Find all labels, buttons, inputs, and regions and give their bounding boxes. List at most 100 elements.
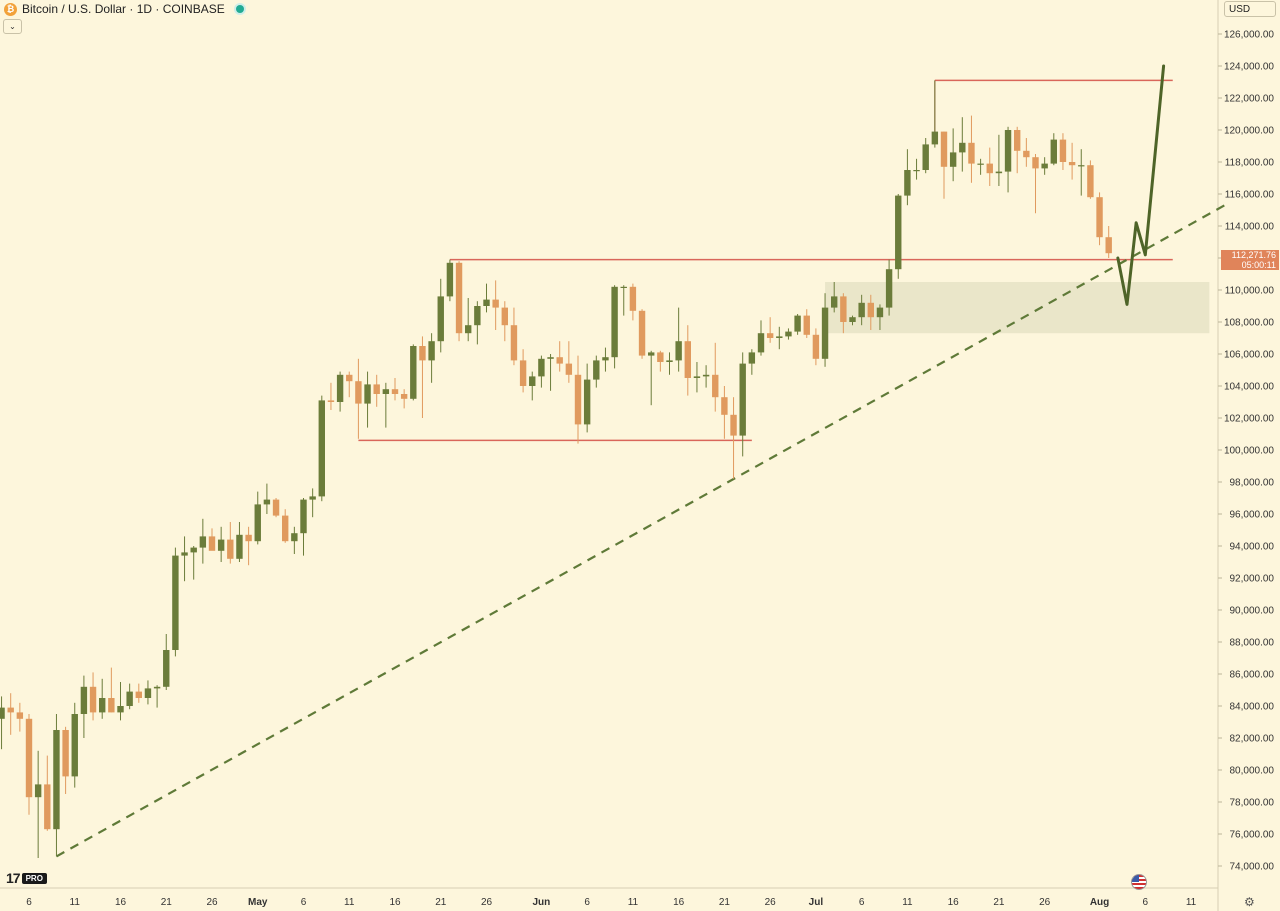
candle[interactable]	[510, 307, 518, 366]
candle[interactable]	[300, 498, 307, 556]
candle[interactable]	[556, 341, 563, 372]
tradingview-logo[interactable]: 17 PRO	[6, 870, 47, 886]
candle[interactable]	[272, 498, 280, 518]
candle[interactable]	[25, 714, 33, 815]
candle[interactable]	[949, 128, 957, 182]
candle[interactable]	[437, 278, 444, 353]
candle[interactable]	[71, 702, 78, 788]
candle[interactable]	[721, 386, 728, 439]
candle[interactable]	[867, 294, 874, 330]
candle[interactable]	[99, 678, 106, 719]
candle[interactable]	[858, 294, 865, 326]
candle[interactable]	[748, 349, 756, 375]
candle[interactable]	[501, 301, 508, 342]
candle[interactable]	[657, 350, 664, 372]
candle[interactable]	[840, 293, 847, 334]
candle[interactable]	[803, 309, 810, 338]
candle[interactable]	[135, 683, 142, 703]
candle[interactable]	[1059, 133, 1067, 170]
candle[interactable]	[34, 750, 42, 858]
candle[interactable]	[1105, 226, 1112, 258]
candle[interactable]	[227, 522, 234, 564]
candle[interactable]	[80, 675, 88, 738]
candle[interactable]	[89, 672, 97, 721]
currency-button[interactable]: USD	[1224, 1, 1276, 17]
candle[interactable]	[922, 138, 929, 174]
candle[interactable]	[318, 395, 325, 502]
candle[interactable]	[693, 362, 701, 393]
candle[interactable]	[190, 546, 197, 580]
candle[interactable]	[547, 354, 554, 391]
candle[interactable]	[995, 134, 1003, 186]
candle[interactable]	[44, 755, 51, 831]
candle[interactable]	[904, 149, 911, 206]
candle[interactable]	[474, 301, 481, 345]
collapse-legend-button[interactable]: ⌄	[3, 19, 22, 34]
candle[interactable]	[986, 147, 993, 186]
candle[interactable]	[410, 344, 417, 401]
candle[interactable]	[364, 371, 371, 428]
candle[interactable]	[108, 667, 115, 713]
candle[interactable]	[931, 80, 939, 148]
candle[interactable]	[666, 352, 673, 375]
candle[interactable]	[565, 341, 573, 383]
candle[interactable]	[794, 314, 801, 335]
candle[interactable]	[739, 352, 746, 457]
candle[interactable]	[492, 280, 499, 330]
candle[interactable]	[757, 320, 765, 356]
candle[interactable]	[0, 696, 5, 750]
candle[interactable]	[291, 526, 298, 554]
candle[interactable]	[529, 371, 536, 401]
candle[interactable]	[730, 397, 737, 479]
candle[interactable]	[181, 536, 188, 582]
candle[interactable]	[1068, 142, 1076, 180]
candle[interactable]	[336, 371, 344, 412]
candle[interactable]	[126, 683, 133, 710]
candle[interactable]	[217, 526, 225, 562]
candle[interactable]	[53, 714, 60, 857]
candle[interactable]	[1087, 160, 1094, 199]
candle[interactable]	[355, 358, 362, 439]
candle[interactable]	[382, 382, 390, 428]
candle[interactable]	[648, 350, 655, 406]
candle[interactable]	[876, 304, 884, 330]
candle[interactable]	[620, 285, 627, 316]
candle[interactable]	[117, 682, 124, 721]
candle[interactable]	[236, 522, 243, 562]
candle[interactable]	[400, 389, 408, 409]
candle[interactable]	[638, 309, 646, 359]
candle[interactable]	[821, 293, 829, 367]
candle[interactable]	[465, 298, 472, 342]
candle[interactable]	[391, 378, 399, 401]
candle[interactable]	[611, 285, 618, 369]
candle[interactable]	[675, 307, 682, 372]
plot-area[interactable]	[0, 0, 1218, 888]
candle[interactable]	[583, 363, 591, 433]
candle[interactable]	[831, 282, 838, 313]
candle[interactable]	[1023, 138, 1030, 167]
candle[interactable]	[959, 117, 966, 172]
candle[interactable]	[1096, 192, 1103, 246]
candle[interactable]	[446, 259, 454, 302]
candle[interactable]	[282, 509, 289, 543]
gear-icon[interactable]: ⚙	[1244, 895, 1255, 909]
candle[interactable]	[574, 355, 582, 444]
candle[interactable]	[519, 349, 527, 393]
candle[interactable]	[208, 528, 216, 551]
us-flag-icon[interactable]	[1131, 874, 1147, 890]
candle[interactable]	[593, 355, 600, 388]
candle[interactable]	[199, 518, 207, 564]
candle[interactable]	[1032, 154, 1039, 214]
candle[interactable]	[455, 261, 463, 342]
candle[interactable]	[172, 547, 179, 657]
candle[interactable]	[1041, 157, 1048, 175]
candle[interactable]	[245, 526, 252, 566]
candle[interactable]	[812, 328, 820, 366]
candle[interactable]	[849, 315, 856, 326]
candle[interactable]	[776, 326, 783, 350]
candle[interactable]	[913, 158, 920, 180]
candle[interactable]	[977, 158, 984, 175]
candle[interactable]	[1014, 126, 1021, 174]
candle[interactable]	[153, 685, 161, 708]
